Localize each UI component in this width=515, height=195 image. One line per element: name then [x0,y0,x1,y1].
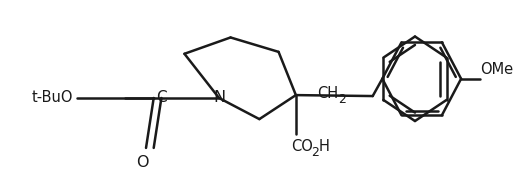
Text: N: N [213,90,225,105]
Text: 2: 2 [311,146,319,159]
Text: C: C [156,90,167,105]
Text: H: H [319,138,330,153]
Text: CH: CH [317,86,338,101]
Text: O: O [136,155,148,170]
Text: CO: CO [291,138,313,153]
Text: 2: 2 [338,93,346,106]
Text: t-BuO: t-BuO [32,90,74,105]
Text: OMe: OMe [480,62,513,77]
